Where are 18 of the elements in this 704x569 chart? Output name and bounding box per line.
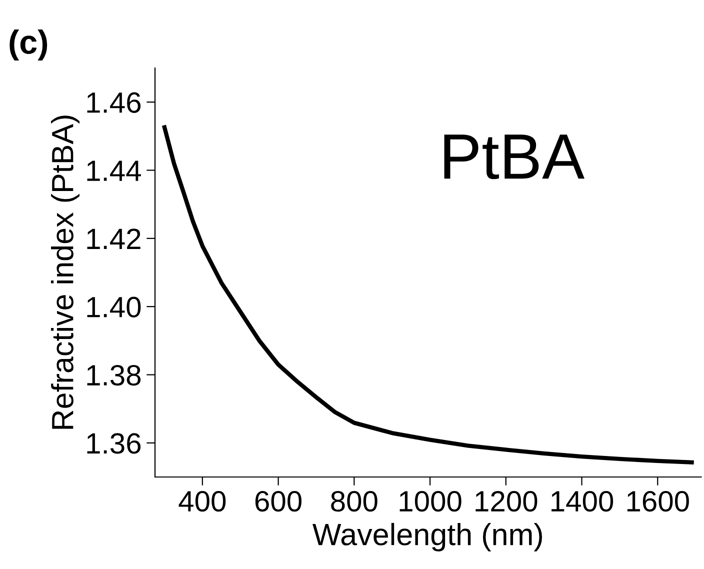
y-tick-label: 1.36 (87, 433, 141, 454)
x-tick-label: 1000 (400, 490, 462, 512)
y-tick-label: 1.38 (87, 364, 141, 386)
x-tick-label: 1600 (627, 490, 689, 512)
annotation: PtBA (444, 134, 585, 180)
line-series (162, 125, 694, 464)
x-axis-title: Wavelength (nm) (312, 522, 542, 552)
y-tick-label: 1.46 (87, 92, 141, 113)
x-tick-label: 1200 (476, 490, 538, 512)
x-tick-label: 400 (178, 490, 226, 512)
text: (c) (10, 29, 48, 61)
y-tick-label: 1.44 (87, 160, 141, 181)
y-tick-label: 1.42 (87, 228, 140, 249)
y-axis-title: Refractive index (PtBA) (51, 116, 80, 429)
x-tick-label: 800 (331, 490, 378, 512)
x-tick-label: 600 (255, 490, 302, 512)
x-tick-label: 1400 (552, 490, 614, 512)
y-tick-label: 1.40 (87, 296, 141, 318)
